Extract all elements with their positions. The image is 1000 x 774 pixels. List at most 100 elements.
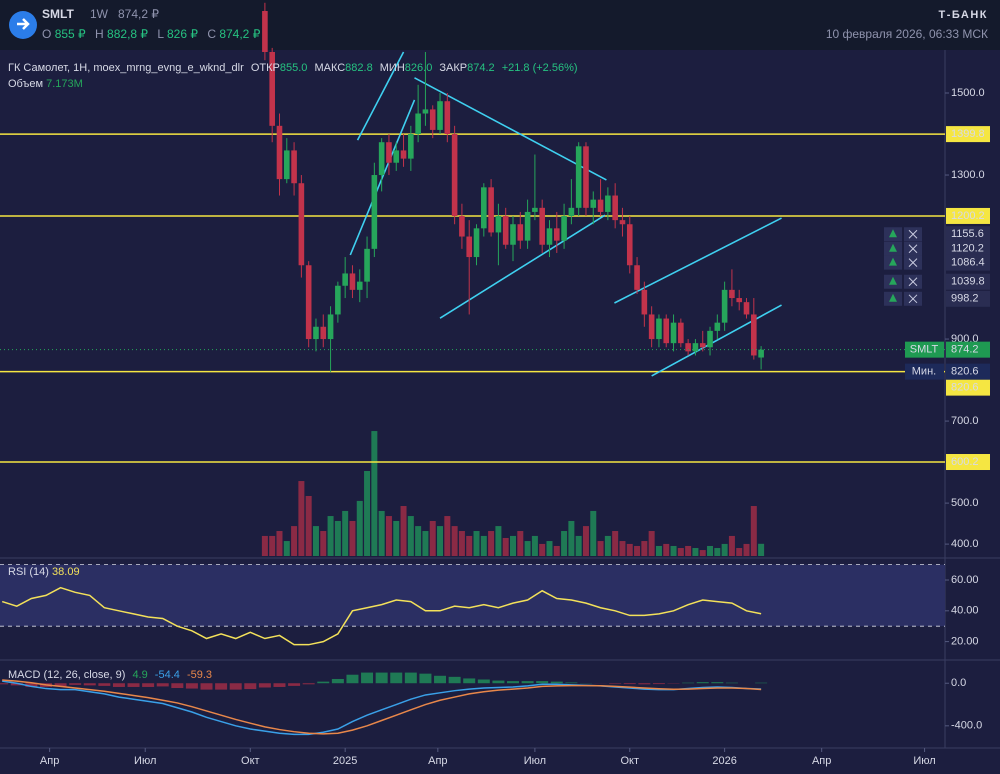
candle-body: [575, 146, 582, 208]
o-value: 855 ₽: [55, 27, 86, 41]
x-tick-label: 2026: [712, 755, 736, 767]
candle-body: [335, 285, 341, 315]
legend: ГК Самолет, 1H, moex_mrng_evng_e_wknd_dl…: [8, 62, 578, 74]
volume-bar: [641, 541, 648, 556]
x-tick-label: 2025: [333, 755, 357, 767]
volume-bar: [283, 541, 290, 556]
macd-hist-bar: [696, 682, 709, 684]
macd-hist-bar: [536, 681, 549, 684]
candle-body: [656, 318, 662, 340]
symbol: SMLT: [42, 7, 74, 21]
alert-tag: [946, 290, 990, 307]
bell-icon: [889, 257, 897, 266]
trend-line: [614, 217, 782, 304]
x-tick-label: Апр: [812, 755, 831, 767]
x-tick-label: Июл: [524, 755, 546, 767]
trend-line: [651, 304, 782, 377]
level-tag: [946, 454, 990, 471]
candle-body: [356, 281, 363, 290]
macd-hist-bar: [711, 682, 724, 684]
volume-bar: [597, 541, 604, 556]
plot-bg: [0, 50, 1000, 774]
volume-bar: [291, 526, 298, 556]
candle-body: [641, 289, 648, 315]
volume-bar: [707, 545, 714, 556]
macd-legend: MACD (12, 26, close, 9) 4.9 -54.4 -59.3: [8, 669, 212, 681]
volume-bar: [714, 548, 721, 556]
candle-body: [386, 142, 392, 163]
volume-bar: [480, 535, 487, 556]
macd-line: [2, 680, 762, 736]
volume-bar: [582, 526, 589, 556]
volume-bar: [415, 526, 422, 556]
rsi-line: [1, 586, 762, 646]
x-tick-label: Окт: [241, 755, 260, 767]
volume-bar: [393, 520, 400, 556]
candle-body: [699, 343, 706, 348]
volume-bar: [699, 550, 706, 556]
macd-hist-bar: [755, 682, 768, 684]
level-tag: [946, 207, 990, 224]
level-tag-label: 600.2: [951, 456, 979, 468]
candle-body: [539, 207, 545, 245]
price-tag-name-bg: [905, 341, 944, 358]
volume-bar: [407, 516, 414, 556]
y-tick-label: 500.0: [951, 497, 979, 509]
x-tick-label: Июл: [913, 755, 935, 767]
candle-body: [371, 175, 378, 249]
macd-hist-bar: [302, 683, 315, 685]
macd-hist-bar: [652, 683, 665, 685]
volume-bar: [334, 520, 341, 556]
volume-bar: [648, 531, 655, 556]
macd-hist-bar: [361, 672, 374, 684]
candle-body: [532, 207, 538, 212]
macd-hist-bar: [419, 673, 432, 684]
min-tag-value: 820.6: [951, 366, 979, 378]
macd-title: MACD (12, 26, close, 9): [8, 669, 125, 681]
header-bar: [0, 0, 1000, 50]
volume-bar: [655, 545, 662, 556]
candle-body: [313, 326, 319, 340]
macd-hist-bar: [434, 675, 447, 684]
candle-body: [619, 220, 626, 225]
price-tag-bg: [946, 341, 990, 358]
volume-bar: [364, 471, 371, 556]
volume-bar: [473, 531, 480, 556]
alert-tag-label: 1120.2: [951, 243, 984, 255]
volume-bar: [349, 520, 356, 556]
candle-body: [378, 142, 385, 176]
macd-hist-bar: [463, 678, 476, 684]
candle-body: [305, 265, 312, 340]
candle-body: [707, 330, 713, 348]
macd-hist-bar: [200, 683, 213, 690]
volume-bar: [634, 545, 641, 556]
rsi-legend: RSI (14) 38.09: [8, 566, 80, 578]
macd-hist-bar: [492, 680, 505, 684]
l-value: 826 ₽: [167, 27, 198, 41]
volume-bar: [590, 510, 597, 556]
price-tag-name: SMLT: [910, 344, 939, 356]
candle-body: [517, 224, 524, 241]
candle-body: [393, 150, 400, 163]
candle-body: [488, 187, 494, 233]
trend-line: [356, 51, 405, 141]
candle-body: [626, 224, 633, 266]
rsi-band: [0, 564, 945, 627]
macd-hist-bar: [565, 682, 578, 684]
candle-body: [276, 125, 283, 180]
h-label: H: [95, 27, 104, 41]
volume-bar: [575, 535, 582, 556]
l-label: L: [157, 27, 164, 41]
macd-hist-bar: [375, 672, 388, 684]
alert-tag: [946, 226, 990, 243]
volume-bar: [422, 531, 429, 556]
level-tag-label: 1399.8: [951, 128, 985, 140]
volume-bar: [728, 535, 735, 556]
candle-body: [349, 273, 356, 290]
macd-hist-bar: [127, 683, 140, 687]
close-icon: [908, 294, 918, 304]
bell-icon: [889, 229, 897, 238]
candle-body: [262, 10, 268, 52]
macd-value: -54.4: [155, 669, 180, 681]
brand: Т-БАНК: [939, 9, 988, 21]
